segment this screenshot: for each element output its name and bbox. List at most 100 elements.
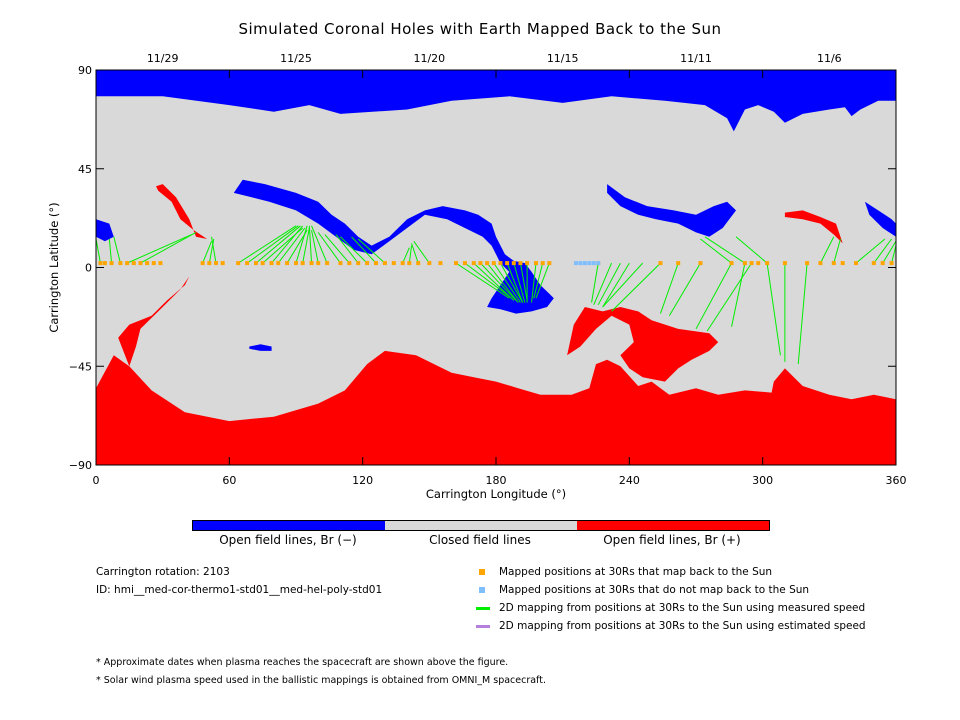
mapping-line-13 <box>277 227 306 264</box>
mapped-point-25 <box>325 261 330 266</box>
mapped-point-66 <box>854 261 858 266</box>
mapping-line-18 <box>311 230 319 264</box>
mapping-line-2 <box>113 236 121 264</box>
mapped-point-30 <box>374 261 378 266</box>
mapping-line-63 <box>855 238 886 264</box>
mapping-line-20 <box>317 232 341 264</box>
mapped-point-38 <box>454 261 458 266</box>
mapping-line-61 <box>819 236 835 264</box>
mapping-line-34 <box>486 262 519 303</box>
mapped-point-2 <box>109 261 114 266</box>
mapped-point-41 <box>478 261 483 266</box>
mapped-point-50 <box>540 261 545 266</box>
colorbar-label-negative: Open field lines, Br (−) <box>219 533 357 547</box>
mapped-point-56 <box>729 261 734 266</box>
mapped-point-36 <box>427 261 432 266</box>
blue-hole-west <box>96 219 114 242</box>
chart-title: Simulated Coronal Holes with Earth Mappe… <box>238 20 722 38</box>
colorbar-label-positive: Open field lines, Br (+) <box>603 533 741 547</box>
mapped-point-9 <box>158 261 163 266</box>
colorbar-positive <box>577 521 769 530</box>
y-axis-label: Carrington Latitude (°) <box>47 202 61 332</box>
date-label-4: 11/11 <box>680 52 712 65</box>
x-tick-label-3: 180 <box>486 474 507 487</box>
mapped-point-20 <box>285 261 290 266</box>
mapping-line-31 <box>464 262 512 299</box>
mapping-line-54 <box>706 262 752 332</box>
mapping-line-62 <box>833 238 841 264</box>
mapped-point-69 <box>889 261 894 266</box>
north-polar-hole <box>96 70 896 132</box>
y-tick-label-1: −45 <box>69 360 92 373</box>
mapping-line-10 <box>255 225 301 264</box>
colorbar-label-closed: Closed field lines <box>429 533 531 547</box>
mapped-point-1 <box>102 261 107 266</box>
mapped-point-13 <box>220 261 225 266</box>
mapping-line-57 <box>797 263 808 365</box>
mapped-point-54 <box>676 261 681 266</box>
map-regions <box>96 70 896 465</box>
date-label-5: 11/6 <box>817 52 842 65</box>
mapped-point-33 <box>400 261 405 266</box>
red-patch-2 <box>784 210 843 244</box>
mapping-line-55 <box>766 263 781 356</box>
mapping-line-22 <box>335 234 359 264</box>
mapped-point-34 <box>407 261 412 266</box>
mapped-point-62 <box>805 261 810 266</box>
mapping-line-4 <box>140 231 197 264</box>
unmapped-point-0 <box>574 261 578 266</box>
mapped-point-5 <box>131 261 136 266</box>
mapping-line-41 <box>531 263 537 303</box>
red-tongue-west <box>118 276 190 367</box>
mapping-line-19 <box>311 225 328 264</box>
mapped-point-65 <box>840 261 845 266</box>
mapping-line-17 <box>308 225 313 264</box>
mapping-line-30 <box>455 262 510 299</box>
model-id: ID: hmi__med-cor-thermo1-std01__med-hel-… <box>96 584 383 596</box>
measured-swatch <box>476 606 490 610</box>
mapping-line-35 <box>493 262 521 303</box>
estimated-swatch <box>476 624 490 628</box>
note-dates: * Approximate dates when plasma reaches … <box>96 657 509 668</box>
mapped-point-10 <box>200 261 205 266</box>
mapped-point-39 <box>462 261 467 266</box>
mapped-point-48 <box>525 261 530 266</box>
legend-mapped: Mapped positions at 30Rs that map back t… <box>476 565 772 579</box>
y-tick-label-3: 45 <box>78 163 92 176</box>
legend-unmapped-label: Mapped positions at 30Rs that do not map… <box>499 584 810 596</box>
x-tick-label-4: 240 <box>619 474 640 487</box>
mapped-point-57 <box>742 261 747 266</box>
mapped-point-31 <box>382 261 387 266</box>
red-patch-1 <box>156 184 208 239</box>
mapping-line-15 <box>295 225 308 264</box>
legend-measured: 2D mapping from positions at 30Rs to the… <box>476 601 865 615</box>
x-tick-label-0: 0 <box>93 474 100 487</box>
unmapped-swatch <box>479 587 485 593</box>
mapping-line-42 <box>533 262 544 299</box>
mapping-line-51 <box>668 262 701 317</box>
unmapped-point-1 <box>578 261 583 266</box>
mapping-line-36 <box>500 262 524 303</box>
mapped-point-51 <box>547 261 552 266</box>
mapped-point-15 <box>245 261 250 266</box>
mapping-line-60 <box>735 236 768 264</box>
mapped-point-46 <box>511 261 516 266</box>
mapped-point-43 <box>491 261 496 266</box>
mapping-line-66 <box>891 245 897 264</box>
region-colorbar <box>192 520 770 531</box>
mapped-point-44 <box>498 261 503 266</box>
mapped-point-42 <box>485 261 490 266</box>
mapped-point-63 <box>818 261 823 266</box>
mapping-line-52 <box>695 262 732 330</box>
mapped-point-67 <box>871 261 876 266</box>
mapping-line-32 <box>473 262 515 301</box>
x-tick-label-1: 60 <box>222 474 236 487</box>
mapped-point-21 <box>294 261 298 266</box>
mapping-line-1 <box>108 238 113 264</box>
mapped-point-22 <box>300 261 305 266</box>
mapping-line-45 <box>593 262 613 306</box>
mapping-line-38 <box>513 262 526 303</box>
mapping-line-27 <box>408 245 413 264</box>
carrington-rotation: Carrington rotation: 2103 <box>96 566 230 578</box>
mapped-point-61 <box>782 261 787 266</box>
